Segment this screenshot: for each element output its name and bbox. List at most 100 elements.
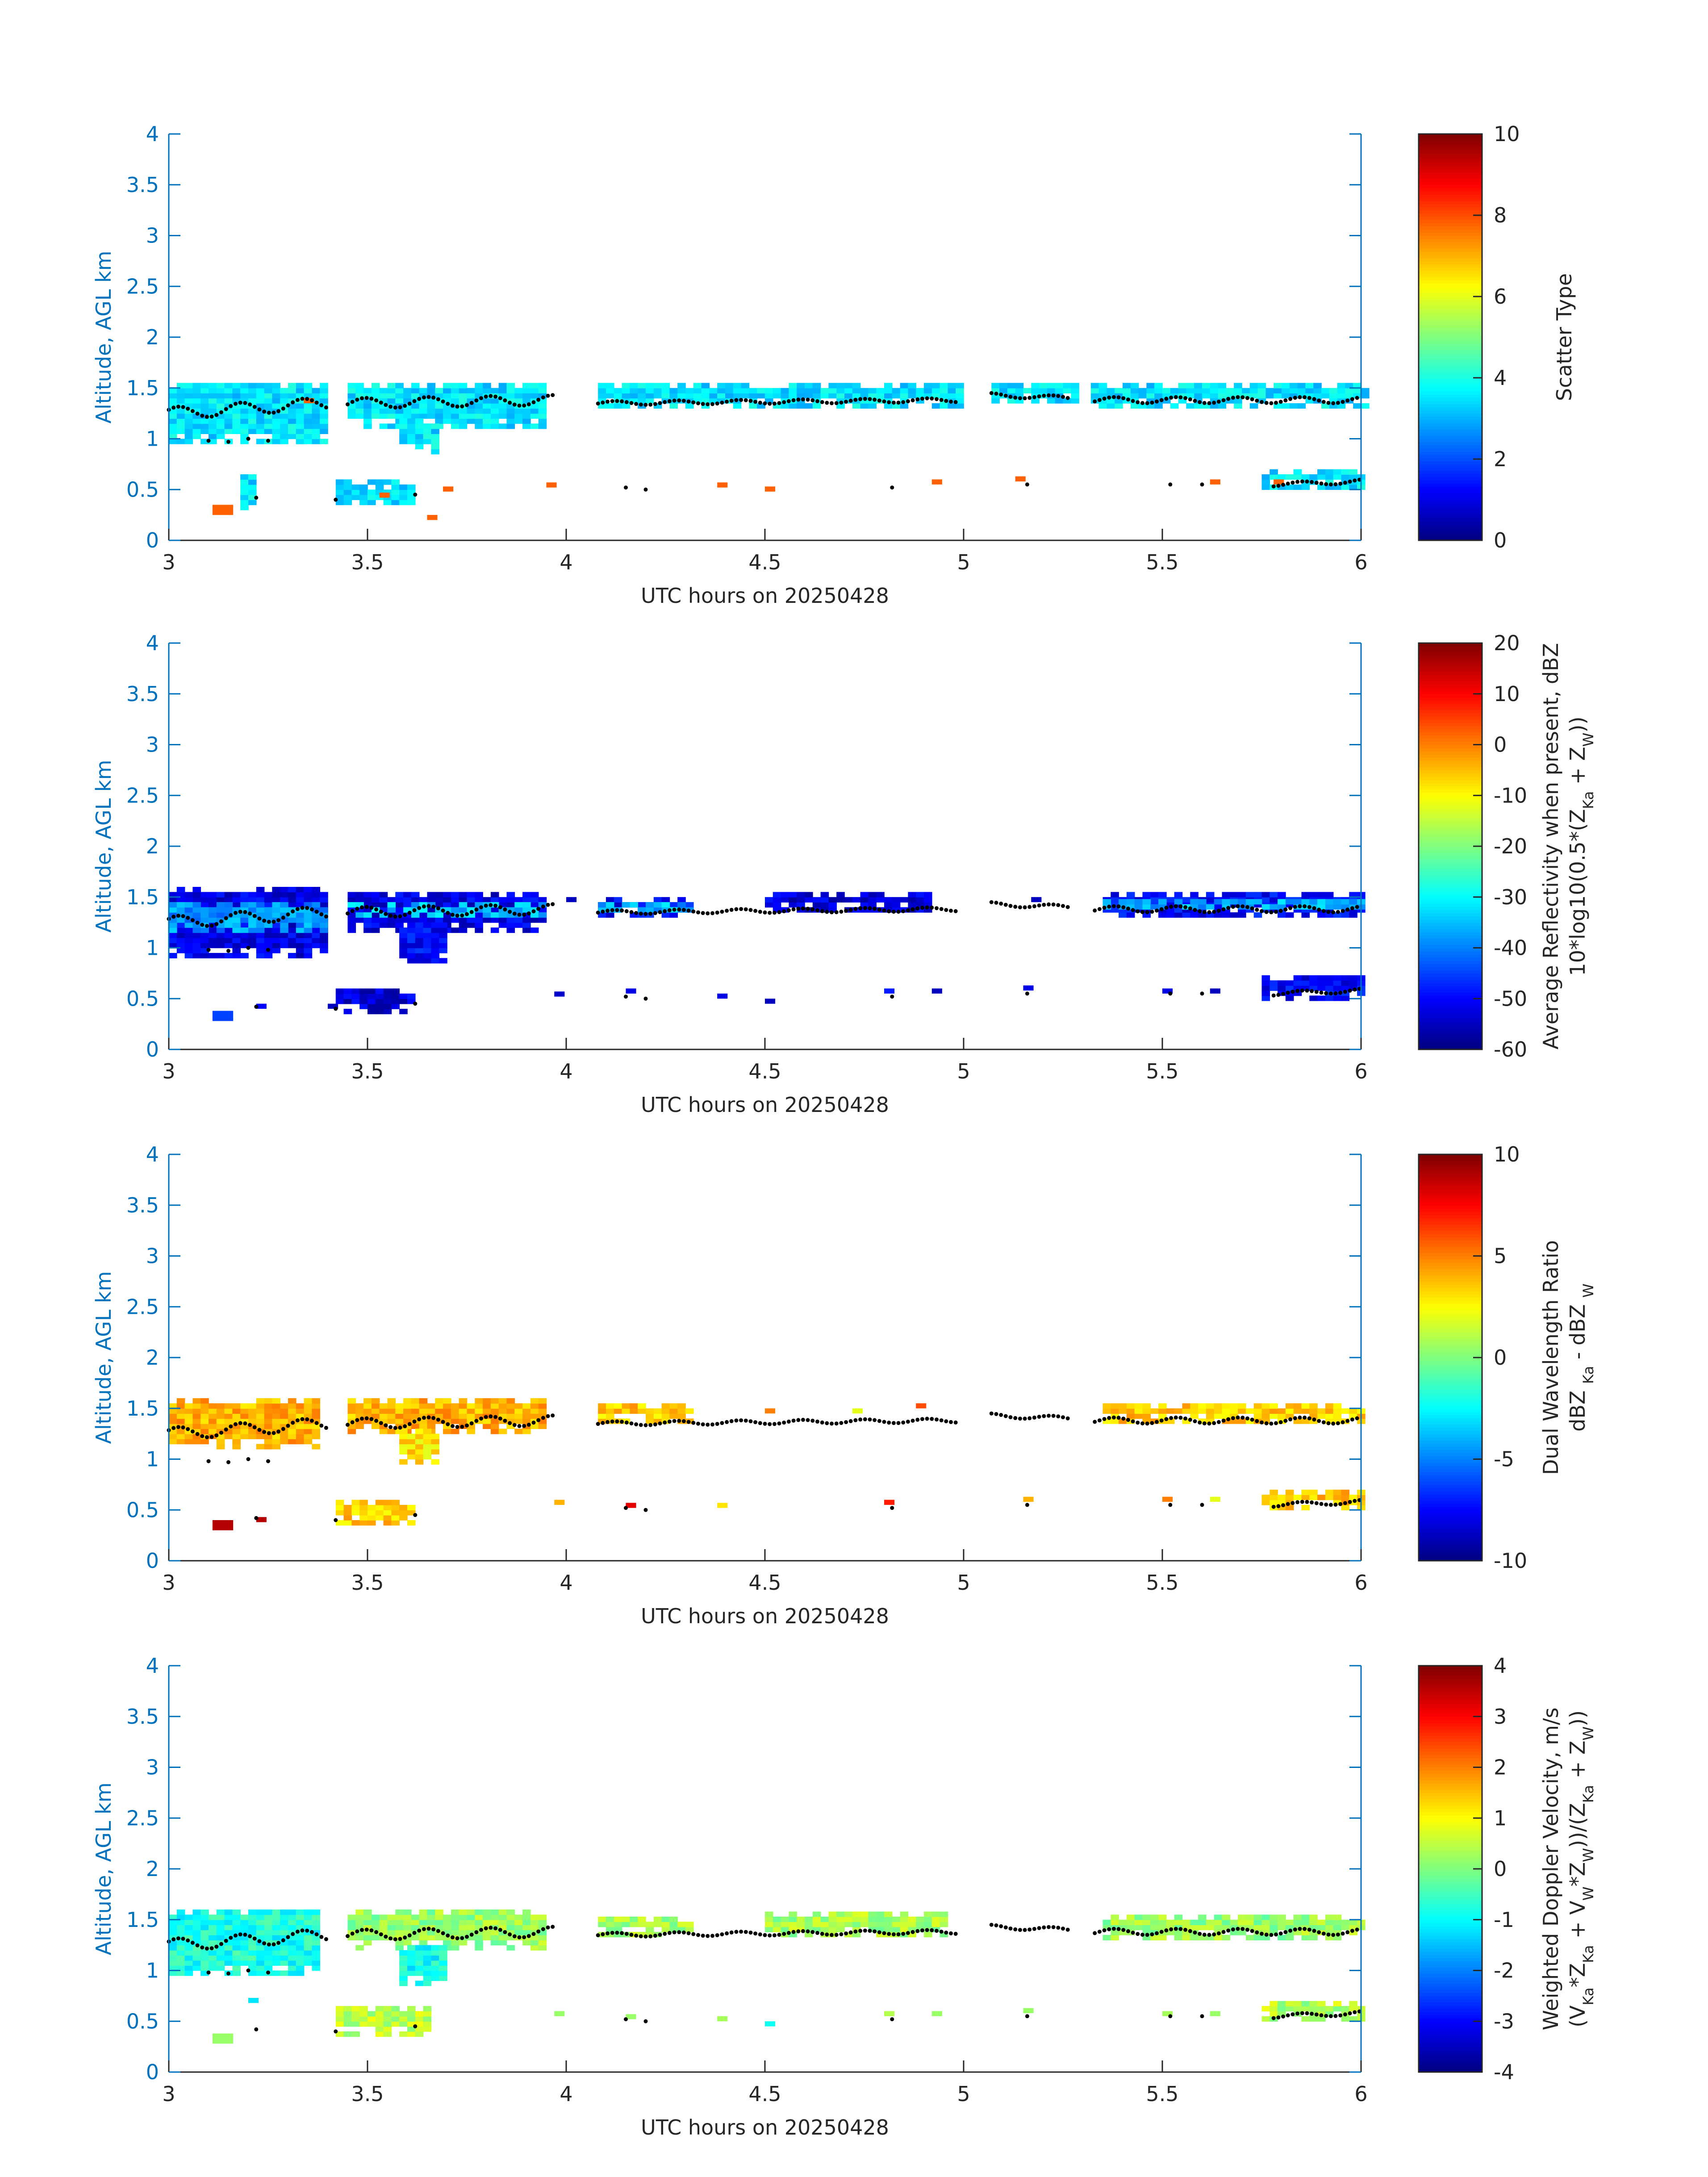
- heatmap-cell: [1289, 388, 1298, 393]
- heatmap-cell: [638, 902, 646, 908]
- heatmap-cell: [451, 907, 459, 913]
- heatmap-cell: [387, 1413, 396, 1419]
- heatmap-cell: [216, 393, 225, 399]
- heatmap-cell: [169, 1429, 177, 1434]
- heatmap-cell: [538, 907, 547, 913]
- plot-area: [169, 643, 1361, 1049]
- heatmap-cell: [415, 1454, 424, 1460]
- heatmap-cell: [606, 1922, 614, 1927]
- heatmap-cell: [395, 413, 404, 419]
- colorbar-swatch: [1419, 1017, 1482, 1021]
- heatmap-cell: [288, 1970, 296, 1976]
- x-tick-label: 5: [957, 2082, 970, 2106]
- heatmap-cell: [431, 1444, 439, 1450]
- heatmap-cell: [363, 413, 372, 419]
- colorbar-swatch: [1419, 671, 1482, 675]
- heatmap-cell: [606, 388, 614, 393]
- cloud-base-dot: [848, 907, 853, 912]
- cloud-base-dot: [1331, 910, 1336, 915]
- heatmap-cell: [483, 907, 491, 913]
- colorbar-swatch: [1419, 426, 1482, 430]
- heatmap-cell: [288, 1945, 296, 1951]
- cloud-base-dot: [830, 401, 834, 405]
- heatmap-cell: [435, 403, 443, 409]
- heatmap-cell: [1317, 892, 1326, 898]
- cloud-base-dot: [551, 1413, 555, 1418]
- heatmap-cell: [391, 1520, 400, 1526]
- cloud-base-dot: [1274, 910, 1278, 914]
- heatmap-cell: [176, 418, 185, 424]
- cloud-base-dot: [863, 1928, 867, 1933]
- heatmap-cell: [395, 398, 404, 404]
- cloud-base-dot: [734, 398, 739, 402]
- heatmap-cell: [1337, 383, 1346, 389]
- cloud-base-dot: [858, 1929, 863, 1933]
- heatmap-cell: [475, 408, 483, 414]
- heatmap-cell: [359, 1504, 368, 1511]
- colorbar-swatch: [1419, 175, 1482, 179]
- heatmap-cell: [490, 1935, 499, 1941]
- cloud-base-dot: [763, 910, 767, 915]
- heatmap-cell: [1182, 1919, 1191, 1925]
- heatmap-cell: [677, 388, 686, 393]
- cloud-base-dot: [643, 1935, 648, 1939]
- heatmap-cell: [296, 912, 305, 918]
- heatmap-cell: [1253, 1914, 1262, 1920]
- heatmap-cell: [427, 917, 436, 923]
- heatmap-cell: [522, 423, 531, 429]
- cloud-base-dot: [226, 1460, 230, 1464]
- heatmap-cell: [459, 413, 468, 419]
- colorbar-swatch: [1419, 690, 1482, 694]
- cloud-base-dot: [346, 911, 350, 915]
- heatmap-cell: [224, 398, 233, 404]
- heatmap-cell: [296, 892, 305, 898]
- heatmap-cell: [264, 902, 273, 908]
- heatmap-cell: [638, 388, 646, 393]
- cloud-base-dot: [1207, 401, 1211, 405]
- cloud-base-dot: [384, 403, 388, 407]
- heatmap-cell: [304, 902, 313, 908]
- heatmap-cell: [256, 1398, 265, 1404]
- heatmap-cell: [490, 1930, 499, 1935]
- colorbar-frame: [1418, 133, 1483, 541]
- heatmap-cell: [335, 2021, 344, 2027]
- heatmap-cell: [1007, 388, 1016, 393]
- heatmap-cell: [1206, 892, 1215, 898]
- cloud-base-dot: [257, 407, 262, 412]
- heatmap-cell: [1166, 907, 1175, 913]
- heatmap-cell: [248, 1429, 257, 1434]
- cloud-base-dot: [915, 1417, 920, 1422]
- heatmap-cell: [443, 1429, 451, 1434]
- heatmap-cell: [820, 902, 829, 908]
- heatmap-cell: [371, 1919, 380, 1925]
- heatmap-cell: [1293, 980, 1302, 986]
- heatmap-cell: [828, 1922, 837, 1927]
- heatmap-cell: [351, 1510, 360, 1516]
- cloud-base-dot: [1131, 1930, 1135, 1935]
- cloud-base-dot: [266, 439, 270, 443]
- colorbar-swatch: [1419, 255, 1482, 259]
- heatmap-cell: [423, 1975, 432, 1981]
- colorbar-swatch: [1419, 941, 1482, 945]
- heatmap-cell: [399, 1965, 408, 1971]
- heatmap-cell: [200, 1950, 209, 1956]
- heatmap-cell: [1214, 912, 1223, 918]
- heatmap-cell: [1214, 1403, 1223, 1409]
- heatmap-cell: [184, 1919, 193, 1925]
- heatmap-cell: [240, 917, 249, 923]
- colorbar-swatch: [1419, 1008, 1482, 1012]
- cloud-base-dot: [920, 906, 924, 910]
- heatmap-cell: [264, 1919, 273, 1925]
- heatmap-cell: [209, 1423, 217, 1429]
- colorbar-swatch: [1419, 1433, 1482, 1437]
- heatmap-cell: [248, 383, 257, 389]
- heatmap-cell: [1278, 899, 1286, 905]
- heatmap-cell: [423, 1950, 432, 1956]
- heatmap-cell: [169, 398, 177, 404]
- heatmap-cell: [1282, 393, 1290, 399]
- heatmap-cell: [169, 1403, 177, 1409]
- heatmap-cell: [685, 388, 694, 393]
- heatmap-cell: [1301, 1935, 1310, 1941]
- heatmap-cell: [1305, 393, 1314, 399]
- heatmap-cell: [224, 897, 233, 903]
